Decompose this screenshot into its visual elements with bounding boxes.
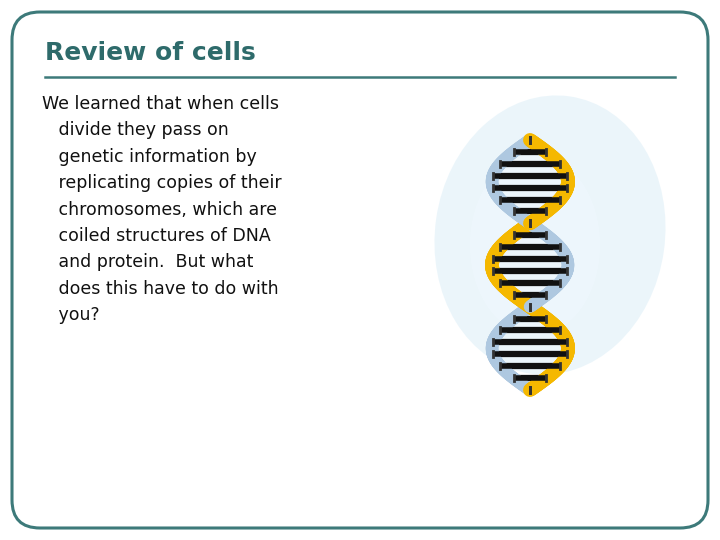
FancyBboxPatch shape: [12, 12, 708, 528]
Text: Review of cells: Review of cells: [45, 41, 256, 65]
Text: We learned that when cells
   divide they pass on
   genetic information by
   r: We learned that when cells divide they p…: [42, 95, 282, 324]
Ellipse shape: [470, 155, 600, 335]
Ellipse shape: [434, 96, 665, 375]
